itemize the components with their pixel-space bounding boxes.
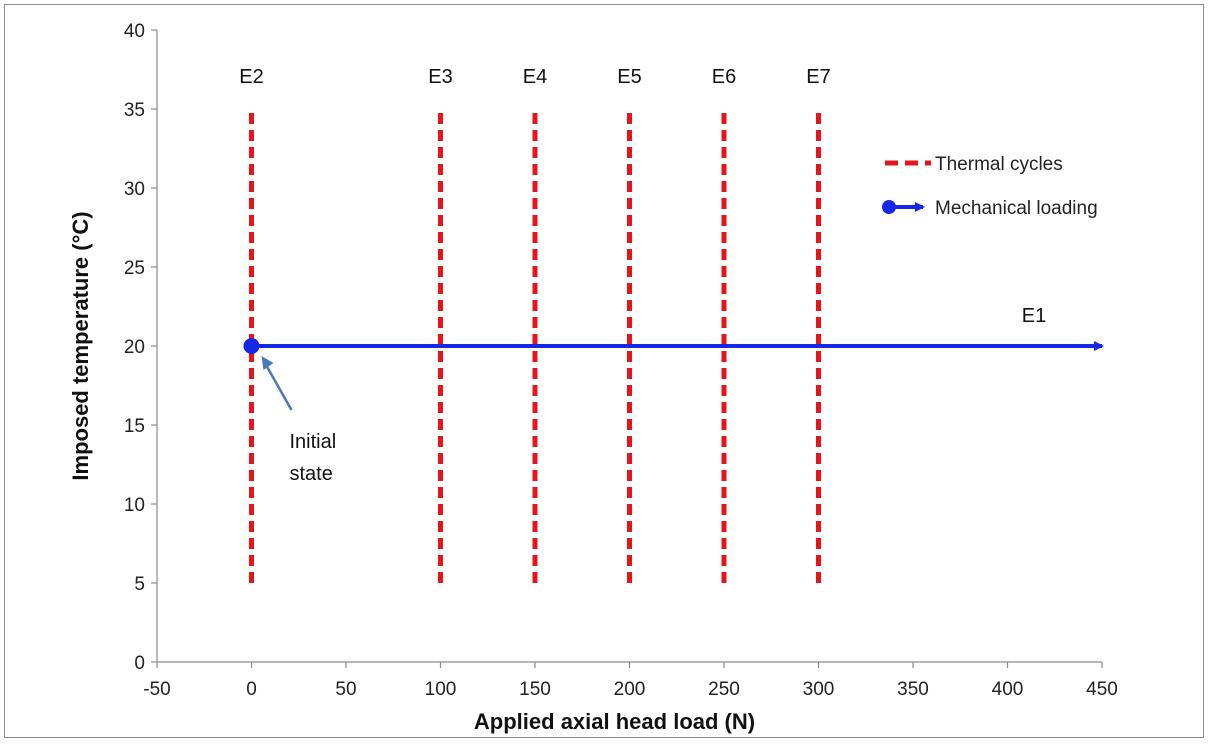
- y-tick-label: 30: [124, 179, 145, 200]
- x-tick-label: 400: [992, 679, 1024, 700]
- legend-label-thermal-cycles: Thermal cycles: [935, 154, 1063, 175]
- y-tick-label: 40: [124, 21, 145, 42]
- annotation-arrow-line: [264, 363, 293, 411]
- chart-marks: E2 E3 E4 E5 E6 E7 E1 Initial state: [239, 66, 1104, 583]
- y-axis-title: Imposed temperature (°C): [68, 211, 93, 480]
- y-tick-label: 20: [124, 337, 145, 358]
- y-tick-label: 25: [124, 258, 145, 279]
- y-tick-label: 5: [134, 574, 145, 595]
- chart-frame: 0 5 10 15 20 25 30 35 40 -50 0 50 100 150 200 250 300 350…: [4, 4, 1204, 738]
- x-tick-label: 450: [1086, 679, 1118, 700]
- y-tick-label: 15: [124, 416, 145, 437]
- x-tick-label: 250: [708, 679, 740, 700]
- x-tick-label: 150: [519, 679, 551, 700]
- x-tick-label: 0: [246, 679, 257, 700]
- thermal-cycle-label-e3: E3: [428, 66, 452, 88]
- x-tick-label: -50: [143, 679, 170, 700]
- thermal-cycle-label-e7: E7: [806, 66, 830, 88]
- y-tick-label: 35: [124, 100, 145, 121]
- legend-swatch-mechanical-point: [882, 200, 896, 214]
- initial-state-point: [243, 338, 260, 354]
- chart: 0 5 10 15 20 25 30 35 40 -50 0 50 100 150 200 250 300 350…: [68, 21, 1118, 734]
- x-axis-title: Applied axial head load (N): [474, 709, 755, 734]
- initial-state-annotation: state: [290, 463, 333, 485]
- y-tick-label: 0: [134, 653, 145, 674]
- x-tick-label: 300: [803, 679, 835, 700]
- x-tick-label: 350: [897, 679, 929, 700]
- annotation-arrow-head: [261, 356, 274, 370]
- thermal-cycle-label-e4: E4: [523, 66, 547, 88]
- initial-state-annotation: Initial: [290, 431, 337, 453]
- mechanical-loading-label-e1: E1: [1022, 305, 1046, 327]
- x-tick-label: 50: [335, 679, 356, 700]
- x-tick-label: 200: [614, 679, 646, 700]
- thermal-cycle-label-e5: E5: [617, 66, 641, 88]
- legend-label-mechanical-loading: Mechanical loading: [935, 198, 1098, 219]
- y-tick-label: 10: [124, 495, 145, 516]
- thermal-cycle-label-e2: E2: [239, 66, 263, 88]
- legend: Thermal cycles Mechanical loading: [882, 154, 1098, 219]
- thermal-cycle-label-e6: E6: [712, 66, 736, 88]
- axes: 0 5 10 15 20 25 30 35 40 -50 0 50 100 150 200 250 300 350…: [124, 21, 1118, 700]
- x-tick-label: 100: [425, 679, 457, 700]
